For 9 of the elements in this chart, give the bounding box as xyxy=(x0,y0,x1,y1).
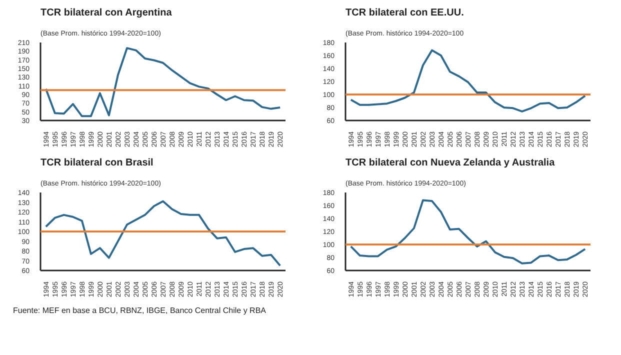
chart-title: TCR bilateral con Brasil xyxy=(40,158,154,168)
line-series xyxy=(350,199,586,264)
line-series xyxy=(44,200,282,267)
chart-title: TCR bilateral con Argentina xyxy=(40,8,172,18)
chart-title: TCR bilateral con Nueva Zelanda y Australia xyxy=(346,158,556,168)
source-note: Fuente: MEF en base a BCU, RBNZ, IBGE, Banco Central Chile y RBA xyxy=(13,305,266,316)
line-series xyxy=(44,47,282,118)
chart-title: TCR bilateral con EE.UU. xyxy=(346,8,464,18)
line-series xyxy=(350,49,586,112)
